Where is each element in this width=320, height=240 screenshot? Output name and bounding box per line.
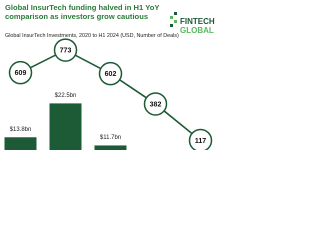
data-label: $22.5bn bbox=[55, 93, 77, 99]
point bbox=[188, 128, 213, 150]
data-label: $13.8bn bbox=[10, 127, 32, 133]
point bbox=[53, 38, 78, 62]
point bbox=[143, 92, 168, 116]
logo-icon bbox=[170, 12, 177, 27]
bar bbox=[94, 145, 127, 150]
bar bbox=[4, 137, 37, 150]
data-label: 382 bbox=[150, 101, 162, 108]
logo: FINTECH GLOBAL bbox=[170, 6, 215, 40]
data-label: 117 bbox=[195, 138, 206, 145]
data-label: 773 bbox=[60, 47, 72, 54]
chart-subtitle: Global InsurTech Investments, 2020 to H1… bbox=[5, 33, 179, 39]
point bbox=[98, 61, 123, 86]
logo-text: GLOBAL bbox=[180, 26, 214, 35]
logo-text: FINTECH bbox=[180, 17, 215, 26]
page: Global InsurTech funding halved in H1 Yo… bbox=[0, 0, 218, 150]
data-label: 602 bbox=[105, 71, 117, 78]
data-label: $11.7bn bbox=[100, 135, 121, 141]
bar bbox=[49, 103, 82, 150]
chart: $13.8bn$22.5bn$11.7bn$7.1bn6097736023821… bbox=[4, 38, 213, 150]
point bbox=[8, 60, 33, 85]
data-label: 609 bbox=[15, 70, 27, 77]
chart-title: Global InsurTech funding halved in H1 Yo… bbox=[5, 3, 160, 21]
